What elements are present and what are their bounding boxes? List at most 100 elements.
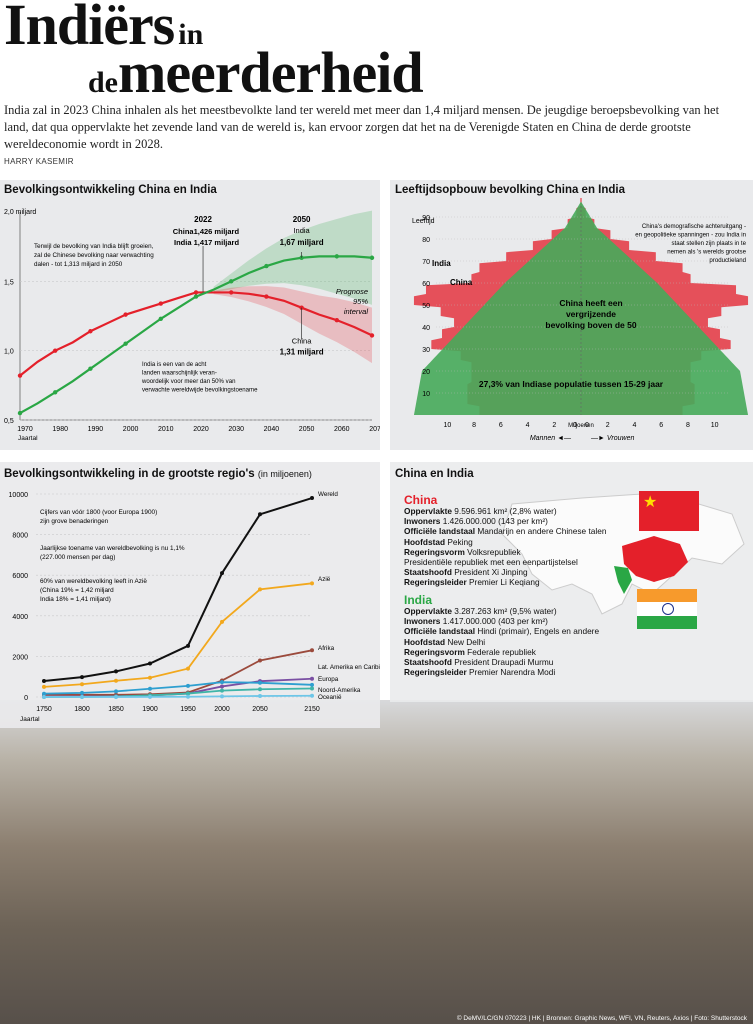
fact-label: Oppervlakte bbox=[404, 606, 452, 616]
india-point bbox=[229, 279, 234, 284]
series-point bbox=[258, 658, 262, 663]
china-point bbox=[53, 348, 58, 353]
fact-label: Staatshoofd bbox=[404, 567, 452, 578]
series-point bbox=[42, 684, 46, 689]
fact-row: Regeringsvorm Federale republiek bbox=[404, 647, 599, 657]
flag-india-green bbox=[637, 616, 697, 629]
label-china-2022: China1,426 miljard bbox=[173, 227, 240, 236]
y-tick-label: 10000 bbox=[9, 492, 29, 499]
china-point bbox=[158, 301, 163, 306]
x-tick-label: 1750 bbox=[36, 706, 52, 713]
series-point bbox=[80, 694, 84, 699]
x-tick-label: 1850 bbox=[108, 706, 124, 713]
fact-label: Inwoners bbox=[404, 516, 441, 527]
crowd-photo bbox=[0, 700, 753, 1024]
map-india bbox=[614, 566, 632, 594]
china-note-2: vergrijzende bbox=[566, 309, 616, 319]
china-point bbox=[334, 317, 339, 323]
series-point bbox=[258, 693, 262, 698]
fact-value: New Delhi bbox=[445, 636, 486, 647]
china-note-3: bevolking boven de 50 bbox=[545, 320, 636, 330]
x-tick-label: 2000 bbox=[123, 426, 139, 433]
main-title: Indiërs in demeerderheid bbox=[4, 0, 424, 105]
series-label: Afrika bbox=[318, 645, 335, 652]
x-tick-label: 10 bbox=[443, 422, 451, 429]
series-point bbox=[114, 689, 118, 694]
series-point bbox=[310, 686, 314, 691]
note1-line: Terwijl de bevolking van India blijft gr… bbox=[34, 243, 154, 250]
age-tick-label: 50 bbox=[422, 303, 430, 310]
y-tick-label: 1,0 bbox=[4, 349, 14, 356]
y-tick-label: 0 bbox=[24, 695, 28, 702]
fact-label: Staatshoofd bbox=[404, 657, 452, 668]
note-line: India 18% = 1,41 miljard) bbox=[40, 596, 111, 603]
china-point bbox=[229, 290, 234, 295]
legend-women: —► Vrouwen bbox=[590, 435, 634, 442]
note-line: (227.000 mensen per dag) bbox=[40, 554, 115, 561]
series-point bbox=[220, 688, 224, 693]
china-point bbox=[369, 333, 375, 338]
title-word-meerderheid: meerderheid bbox=[118, 40, 424, 105]
x-tick-label: 1950 bbox=[180, 706, 196, 713]
fact-row: Officiële landstaal Mandarijn en andere … bbox=[404, 526, 606, 536]
fact-value: Federale republiek bbox=[464, 646, 536, 657]
fact-row: Staatshoofd President Draupadi Murmu bbox=[404, 657, 599, 667]
note-line: Cijfers van vóór 1800 (voor Europa 1900) bbox=[40, 509, 157, 516]
map-china bbox=[622, 536, 688, 582]
series-point bbox=[114, 669, 118, 674]
age-tick-label: 40 bbox=[422, 325, 430, 332]
fact-row: Inwoners 1.426.000.000 (143 per km²) bbox=[404, 516, 606, 526]
china-note-1: China heeft een bbox=[559, 298, 622, 308]
x-tick-label: 1900 bbox=[142, 706, 158, 713]
side-note-line: en geopolitieke spanningen - zou India i… bbox=[635, 232, 746, 239]
series-point bbox=[148, 661, 152, 666]
india-name: India bbox=[404, 593, 433, 607]
series-point bbox=[258, 587, 262, 592]
series-point bbox=[258, 512, 262, 517]
series-point bbox=[186, 666, 190, 671]
x-tick-label: 2150 bbox=[304, 706, 320, 713]
y-tick-label: 2000 bbox=[12, 654, 28, 661]
series-point bbox=[186, 691, 190, 696]
india-point bbox=[158, 316, 163, 321]
series-point bbox=[310, 676, 314, 681]
series-point bbox=[310, 496, 314, 501]
y-tick-label: 6000 bbox=[12, 573, 28, 580]
intro-text: India zal in 2023 China inhalen als het … bbox=[4, 103, 720, 151]
panel-regions bbox=[0, 462, 380, 728]
x-tick-label: 1990 bbox=[88, 426, 104, 433]
age-tick-label: 20 bbox=[422, 369, 430, 376]
chart1-svg: 2,0 miljard 0,5 1,0 1,5 1970 1980 1990 2000 2010… bbox=[4, 209, 380, 442]
x-tick-label: 2000 bbox=[214, 706, 230, 713]
fact-value: 3.287.263 km² (9,5% water) bbox=[451, 606, 557, 616]
fact-value: Volksrepubliek bbox=[464, 546, 521, 557]
series-label: Azië bbox=[318, 576, 331, 583]
note-line: zijn grove benaderingen bbox=[40, 518, 109, 525]
ashoka-chakra-icon bbox=[662, 603, 674, 615]
note2-line: landen waarschijnlijk veran- bbox=[142, 370, 217, 377]
india-point bbox=[264, 263, 269, 269]
series-point bbox=[186, 683, 190, 688]
fact-label: Inwoners bbox=[404, 616, 441, 627]
title-word-in: in bbox=[178, 18, 204, 51]
india-point bbox=[369, 255, 375, 260]
x-tick-label: 1980 bbox=[52, 426, 68, 433]
series-point bbox=[220, 619, 224, 624]
x-tick-label: 8 bbox=[686, 422, 690, 429]
age-axis-label: Leeftijd bbox=[412, 218, 435, 225]
series-line bbox=[43, 681, 313, 695]
fact-value: 9.596.961 km² (2,8% water) bbox=[451, 506, 557, 516]
series-point bbox=[114, 694, 118, 699]
y-tick-label: 4000 bbox=[12, 614, 28, 621]
x-tick-label: 0 bbox=[585, 422, 589, 429]
flag-india-saffron bbox=[637, 589, 697, 602]
series-point bbox=[42, 694, 46, 699]
china-name: China bbox=[404, 493, 438, 507]
fact-row: Regeringsleider Premier Narendra Modi bbox=[404, 667, 599, 677]
china-point bbox=[88, 329, 93, 334]
series-point bbox=[220, 571, 224, 576]
china-point bbox=[123, 312, 128, 317]
x-tick-label: 4 bbox=[526, 422, 530, 429]
fact-value: President Draupadi Murmu bbox=[451, 657, 554, 668]
age-tick-label: 30 bbox=[422, 347, 430, 354]
